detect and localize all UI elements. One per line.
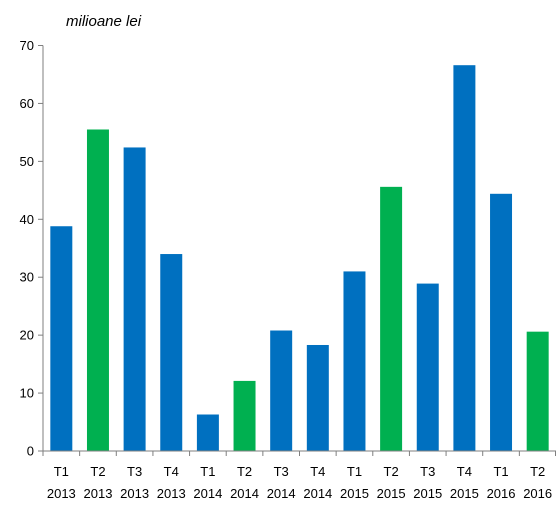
- x-tick-label-quarter: T1: [54, 464, 69, 479]
- bar-t1-2015: [343, 271, 366, 451]
- x-tick-label-quarter: T3: [274, 464, 289, 479]
- x-tick-label-year: 2014: [303, 486, 332, 501]
- x-tick-label-year: 2015: [450, 486, 479, 501]
- x-tick-label-year: 2015: [413, 486, 442, 501]
- x-tick-label-quarter: T2: [90, 464, 105, 479]
- bar-t3-2015: [416, 283, 439, 451]
- x-tick-label-year: 2014: [267, 486, 296, 501]
- y-tick-label: 30: [20, 270, 34, 285]
- y-axis: 0 10 20 30 40 50 60 70: [20, 38, 44, 459]
- bar-t4-2013: [160, 254, 183, 451]
- bar-t3-2014: [270, 330, 293, 451]
- x-tick-label-year: 2013: [47, 486, 76, 501]
- x-tick-label-year: 2013: [157, 486, 186, 501]
- bar-t2-2016: [526, 331, 549, 451]
- x-tick-label-quarter: T2: [384, 464, 399, 479]
- y-tick-label: 20: [20, 328, 34, 343]
- bar-t3-2013: [123, 147, 146, 451]
- y-tick-label: 60: [20, 96, 34, 111]
- bar-t2-2014: [233, 380, 256, 451]
- x-tick-label-year: 2016: [523, 486, 552, 501]
- x-tick-label-quarter: T1: [347, 464, 362, 479]
- x-tick-label-quarter: T1: [493, 464, 508, 479]
- x-tick-label-quarter: T1: [200, 464, 215, 479]
- x-tick-label-quarter: T4: [310, 464, 325, 479]
- y-tick-label: 10: [20, 386, 34, 401]
- bar-t2-2015: [380, 186, 403, 452]
- bar-t1-2016: [490, 193, 513, 451]
- x-tick-label-year: 2015: [377, 486, 406, 501]
- bar-t4-2015: [453, 65, 476, 452]
- x-tick-label-quarter: T4: [457, 464, 472, 479]
- y-tick-label: 70: [20, 38, 34, 53]
- bar-t2-2013: [86, 129, 109, 451]
- x-tick-label-year: 2016: [487, 486, 516, 501]
- bar-t1-2014: [196, 414, 219, 451]
- bar-t4-2014: [306, 344, 329, 451]
- x-tick-label-year: 2015: [340, 486, 369, 501]
- x-tick-label-quarter: T2: [530, 464, 545, 479]
- x-tick-label-quarter: T2: [237, 464, 252, 479]
- bar-t1-2013: [50, 226, 73, 451]
- x-tick-label-year: 2013: [84, 486, 113, 501]
- x-tick-label-quarter: T4: [164, 464, 179, 479]
- y-tick-label: 0: [27, 444, 34, 459]
- y-tick-label: 40: [20, 212, 34, 227]
- x-tick-label-year: 2013: [120, 486, 149, 501]
- y-tick-label: 50: [20, 154, 34, 169]
- x-tick-label-quarter: T3: [127, 464, 142, 479]
- x-tick-label-year: 2014: [230, 486, 259, 501]
- x-tick-label-quarter: T3: [420, 464, 435, 479]
- x-axis: T1 2013 T2 2013 T3 2013 T4 2013 T1 2014 T2 2014 T3 20…: [42, 450, 556, 501]
- x-tick-label-year: 2014: [193, 486, 222, 501]
- unit-label: milioane lei: [66, 13, 142, 30]
- bars: [50, 65, 549, 452]
